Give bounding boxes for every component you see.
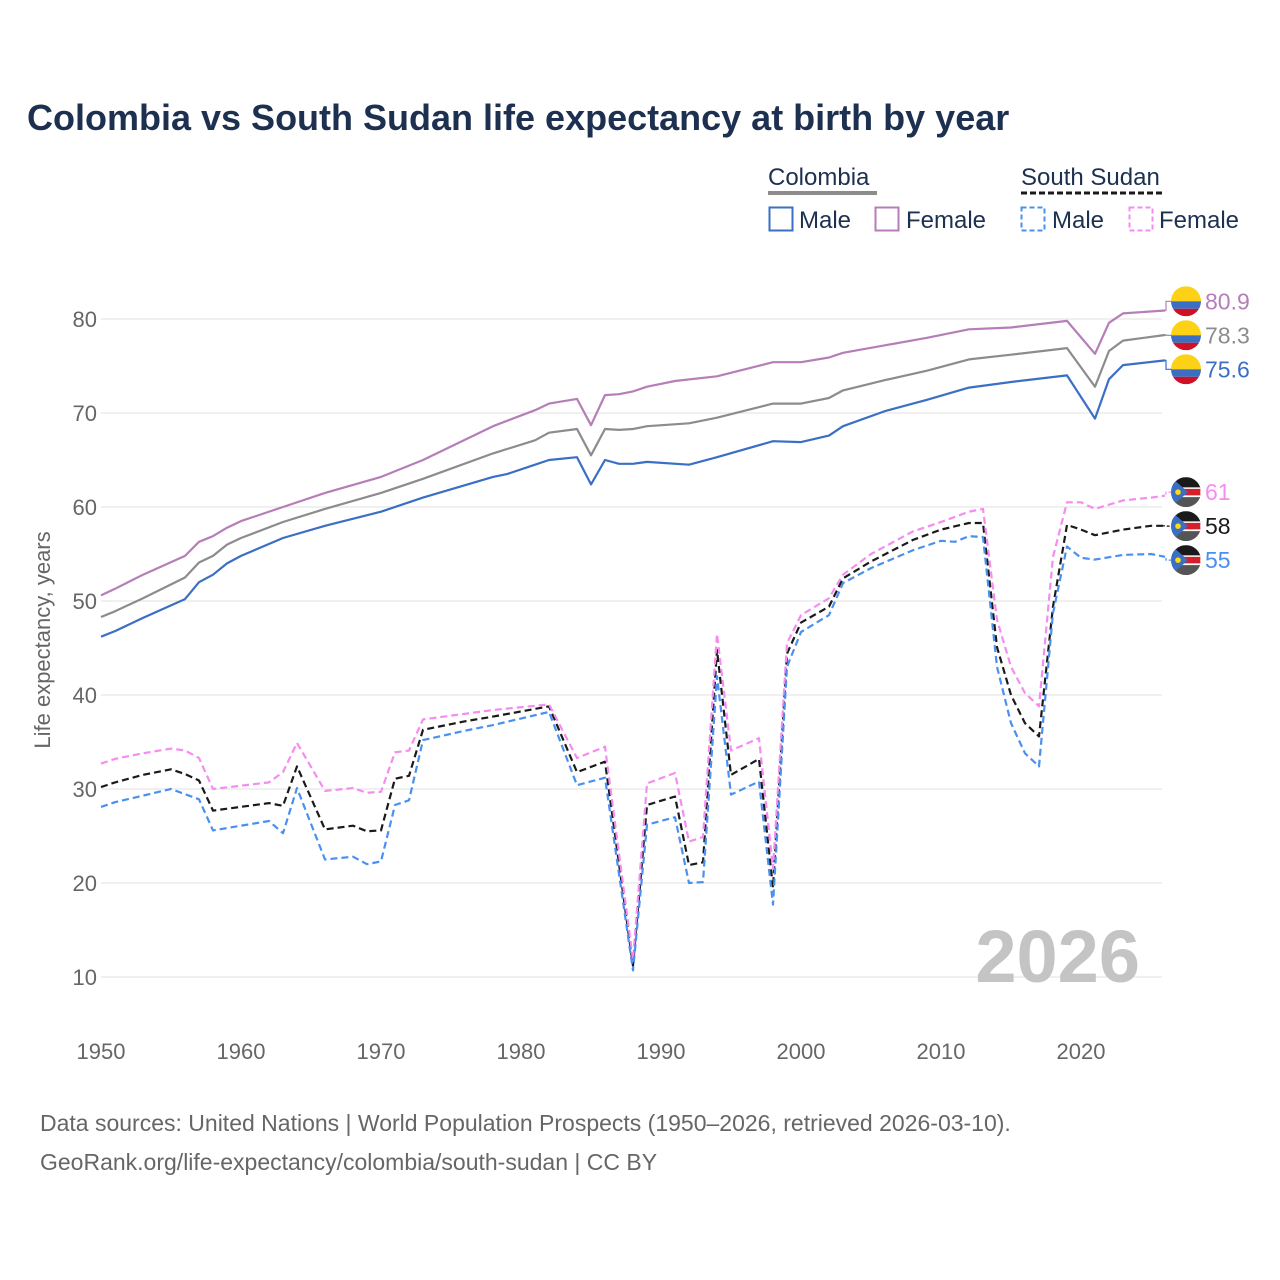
x-axis-ticks: 1950 1960 1970 1980 1990 2000 2010 2020 bbox=[77, 1039, 1106, 1064]
end-value-label: 75.6 bbox=[1205, 356, 1250, 382]
legend-female-swatch[interactable] bbox=[1128, 206, 1154, 232]
legend-female-swatch[interactable] bbox=[874, 206, 900, 232]
flag-stripe bbox=[1171, 477, 1201, 489]
flag-stripe bbox=[1171, 497, 1201, 508]
legend: Colombia Male Female South Sudan Male Fe… bbox=[768, 164, 1239, 234]
flag-shape bbox=[1171, 354, 1201, 385]
legend-group-colombia: Colombia Male Female bbox=[768, 164, 986, 234]
end-label-connector bbox=[1162, 359, 1172, 370]
legend-group-title: South Sudan bbox=[1021, 164, 1160, 191]
series-line-colombia bbox=[100, 333, 1166, 619]
end-label-connector bbox=[1162, 300, 1172, 312]
x-tick-label: 2000 bbox=[777, 1039, 826, 1064]
flag-stripe bbox=[1171, 354, 1201, 370]
end-labels: 80.9 78.3 75.6 61 58 55 bbox=[1162, 286, 1250, 576]
flag-stripe bbox=[1171, 565, 1201, 576]
y-axis-label: Life expectancy, years bbox=[30, 531, 55, 748]
y-tick-label: 70 bbox=[73, 401, 97, 426]
footer-sources: Data sources: United Nations | World Pop… bbox=[40, 1110, 1011, 1136]
x-tick-label: 2010 bbox=[917, 1039, 966, 1064]
y-tick-label: 40 bbox=[73, 683, 97, 708]
series-line-south-sudan-male bbox=[100, 535, 1166, 972]
legend-group-title: Colombia bbox=[768, 164, 870, 191]
legend-item-label[interactable]: Male bbox=[1052, 207, 1104, 234]
colombia-flag-icon bbox=[1171, 320, 1201, 351]
flag-star bbox=[1175, 523, 1181, 529]
x-tick-label: 1970 bbox=[357, 1039, 406, 1064]
end-value-label: 78.3 bbox=[1205, 322, 1250, 348]
flag-shape bbox=[1171, 286, 1201, 317]
flag-shape bbox=[1171, 511, 1201, 542]
series-line-colombia-female bbox=[100, 309, 1166, 597]
x-tick-label: 1950 bbox=[77, 1039, 126, 1064]
x-tick-label: 1980 bbox=[497, 1039, 546, 1064]
y-tick-label: 20 bbox=[73, 871, 97, 896]
flag-stripe bbox=[1171, 320, 1201, 336]
x-tick-label: 1990 bbox=[637, 1039, 686, 1064]
y-tick-label: 60 bbox=[73, 495, 97, 520]
legend-male-swatch[interactable] bbox=[1020, 206, 1046, 232]
legend-item-label[interactable]: Female bbox=[906, 207, 986, 234]
y-tick-label: 80 bbox=[73, 307, 97, 332]
flag-stripe bbox=[1171, 511, 1201, 523]
colombia-flag-icon bbox=[1171, 354, 1201, 385]
series-line-colombia-male bbox=[100, 359, 1166, 638]
x-tick-label: 1960 bbox=[217, 1039, 266, 1064]
end-value-label: 58 bbox=[1205, 513, 1231, 539]
south-sudan-flag-icon bbox=[1171, 477, 1201, 508]
flag-shape bbox=[1171, 320, 1201, 351]
flag-stripe bbox=[1171, 531, 1201, 542]
flag-stripe bbox=[1171, 335, 1201, 343]
y-tick-label: 50 bbox=[73, 589, 97, 614]
end-label-connector bbox=[1162, 491, 1172, 497]
flag-shape bbox=[1171, 545, 1201, 576]
legend-item-label[interactable]: Male bbox=[799, 207, 851, 234]
series-lines bbox=[100, 309, 1166, 972]
y-tick-label: 30 bbox=[73, 777, 97, 802]
chart-title: Colombia vs South Sudan life expectancy … bbox=[27, 97, 1009, 138]
flag-star bbox=[1175, 557, 1181, 563]
y-tick-label: 10 bbox=[73, 965, 97, 990]
legend-group-south-sudan: South Sudan Male Female bbox=[1020, 164, 1239, 234]
year-watermark: 2026 bbox=[975, 915, 1140, 998]
flag-stripe bbox=[1171, 369, 1201, 377]
flag-stripe bbox=[1171, 376, 1201, 385]
x-tick-label: 2020 bbox=[1057, 1039, 1106, 1064]
end-value-label: 80.9 bbox=[1205, 288, 1250, 314]
south-sudan-flag-icon bbox=[1171, 511, 1201, 542]
flag-stripe bbox=[1171, 342, 1201, 351]
series-line-south-sudan bbox=[100, 521, 1165, 967]
end-value-label: 55 bbox=[1205, 547, 1231, 573]
flag-stripe bbox=[1171, 545, 1201, 557]
series-line-south-sudan-female bbox=[100, 494, 1166, 962]
flag-stripe bbox=[1171, 301, 1201, 309]
colombia-flag-icon bbox=[1171, 286, 1201, 317]
flag-star bbox=[1175, 489, 1181, 495]
legend-male-swatch[interactable] bbox=[768, 206, 794, 232]
end-label-connector bbox=[1162, 556, 1172, 561]
footer-link[interactable]: GeoRank.org/life-expectancy/colombia/sou… bbox=[40, 1149, 657, 1175]
legend-item-label[interactable]: Female bbox=[1159, 207, 1239, 234]
south-sudan-flag-icon bbox=[1171, 545, 1201, 576]
end-value-label: 61 bbox=[1205, 479, 1231, 505]
flag-stripe bbox=[1171, 286, 1201, 302]
flag-stripe bbox=[1171, 308, 1201, 317]
gridlines bbox=[101, 318, 1162, 978]
flag-shape bbox=[1171, 477, 1201, 508]
y-axis-ticks: 10 20 30 40 50 60 70 80 bbox=[73, 307, 97, 990]
